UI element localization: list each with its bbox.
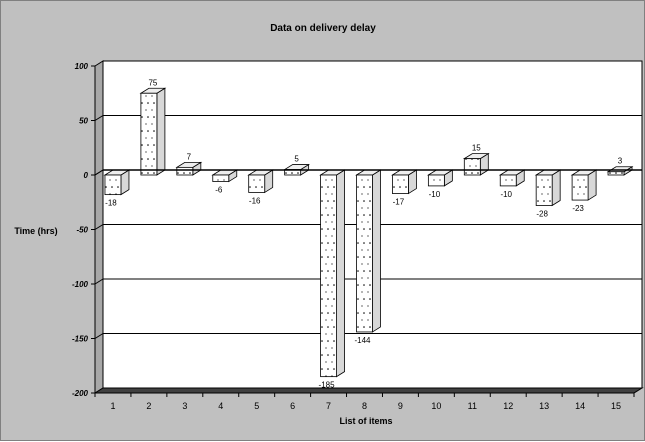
y-tick-label: 50	[79, 117, 88, 126]
grid-edge-line	[94, 224, 104, 230]
data-label: -6	[215, 186, 223, 195]
grid-edge-line	[94, 115, 104, 121]
bar	[392, 174, 409, 194]
grid-edge-line	[94, 333, 104, 339]
x-tick-label: 2	[146, 401, 151, 411]
bar	[212, 174, 230, 182]
data-label: 7	[187, 152, 192, 161]
bar-side	[336, 169, 345, 378]
x-axis-label: List of items	[339, 416, 392, 426]
bar	[320, 174, 337, 378]
y-tick-label: 100	[75, 62, 89, 71]
bar	[248, 174, 266, 193]
bar	[499, 174, 517, 187]
x-tick-label: 13	[539, 401, 549, 411]
x-tick-label: 8	[362, 401, 367, 411]
data-label: 5	[294, 155, 299, 164]
x-tick-label: 3	[182, 401, 187, 411]
bar-side	[156, 87, 166, 176]
x-tick-label: 11	[468, 401, 477, 411]
data-label: 15	[472, 144, 481, 153]
x-tick-label: 7	[326, 401, 331, 411]
y-tick-label: -150	[72, 335, 89, 344]
bar	[356, 174, 373, 333]
bar-side	[372, 169, 381, 333]
chart-title: Data on delivery delay	[270, 23, 376, 34]
zero-line-edge	[94, 169, 104, 176]
plot-floor	[93, 387, 644, 394]
data-label: -16	[249, 196, 261, 205]
data-label: -23	[572, 204, 584, 213]
y-axis-label: Time (hrs)	[14, 226, 57, 236]
data-label: -144	[354, 336, 371, 345]
bar	[176, 166, 194, 176]
data-label: -17	[393, 198, 405, 207]
grid-edge-line	[94, 278, 104, 285]
y-tick-label: -200	[72, 389, 89, 398]
data-label: -185	[319, 381, 336, 390]
bar-side	[551, 169, 561, 207]
x-tick-label: 6	[290, 401, 295, 411]
x-tick-label: 10	[431, 401, 441, 411]
data-label: 75	[148, 78, 157, 87]
x-tick-label: 5	[254, 401, 259, 411]
data-label: -18	[105, 199, 117, 208]
x-tick-label: 9	[398, 401, 403, 411]
y-tick-label: -50	[76, 226, 88, 235]
x-tick-label: 1	[110, 401, 115, 411]
bar	[463, 158, 481, 176]
y-tick-label: 0	[84, 171, 89, 180]
x-tick-label: 12	[503, 401, 513, 411]
y-tick-label: -100	[72, 280, 89, 289]
data-label: -10	[429, 190, 441, 199]
x-tick-label: 15	[611, 401, 621, 411]
bar	[571, 174, 589, 201]
data-label: -28	[536, 210, 548, 219]
data-label: -10	[500, 190, 512, 199]
bar	[104, 174, 122, 196]
x-tick-label: 4	[218, 401, 223, 411]
data-label: 3	[618, 157, 623, 166]
bar	[607, 171, 625, 176]
bar	[535, 174, 553, 206]
bar	[140, 92, 158, 176]
x-tick-label: 14	[575, 401, 585, 411]
bar	[427, 174, 445, 187]
